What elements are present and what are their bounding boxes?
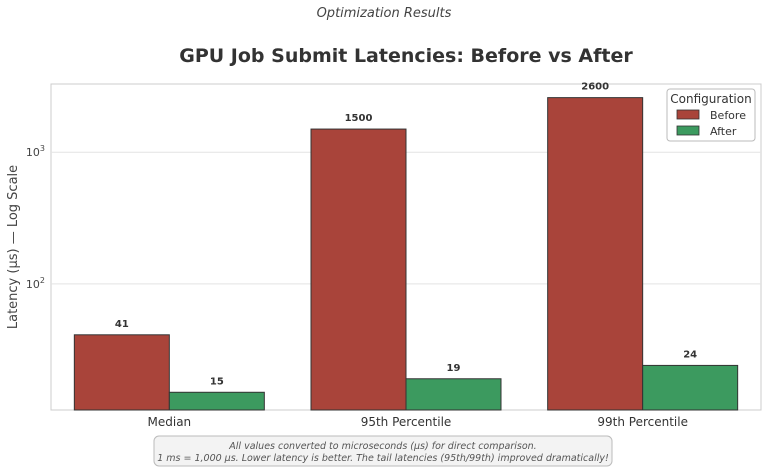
data-label: 19: [447, 363, 461, 374]
note-box: All values converted to microseconds (µs…: [153, 435, 613, 467]
legend-swatch-before: [676, 109, 700, 120]
y-tick-exponent: 2: [40, 276, 45, 285]
data-label: 15: [210, 376, 224, 387]
y-tick-base: 10: [26, 278, 40, 291]
legend-swatch-after: [676, 125, 700, 136]
bar-before-2: [310, 128, 407, 411]
legend-title: Configuration: [670, 92, 751, 106]
bar-before-3: [547, 97, 644, 411]
bar-before-1: [73, 334, 170, 411]
y-tick-label: 103: [26, 144, 45, 159]
x-tick-label: 95th Percentile: [361, 415, 452, 429]
bar-after-2: [405, 378, 502, 411]
y-axis-label: Latency (µs) — Log Scale: [6, 165, 21, 329]
x-tick-label: 99th Percentile: [597, 415, 688, 429]
legend-label-before: Before: [710, 109, 746, 122]
note-line-1: All values converted to microseconds (µs…: [228, 441, 536, 452]
chart-title: GPU Job Submit Latencies: Before vs Afte…: [179, 45, 633, 67]
note-background: [153, 435, 613, 467]
data-label: 24: [683, 349, 697, 360]
x-tick-label: Median: [148, 415, 192, 429]
suptitle: Optimization Results: [317, 6, 452, 21]
note-line-2: 1 ms = 1,000 µs. Lower latency is better…: [157, 453, 609, 464]
data-label: 1500: [345, 113, 373, 124]
y-tick-exponent: 3: [40, 144, 45, 153]
bars: [73, 97, 739, 411]
data-label: 41: [115, 319, 129, 330]
data-labels: 41 15 1500 19 2600 24: [115, 82, 697, 388]
bar-after-1: [168, 391, 265, 411]
legend: Configuration Before After: [666, 88, 756, 142]
x-categories: Median 95th Percentile 99th Percentile: [148, 415, 688, 429]
legend-label-after: After: [710, 125, 737, 138]
data-label: 2600: [581, 82, 609, 93]
y-tick-label: 102: [26, 276, 45, 291]
bar-after-3: [642, 364, 739, 411]
y-tick-base: 10: [26, 146, 40, 159]
